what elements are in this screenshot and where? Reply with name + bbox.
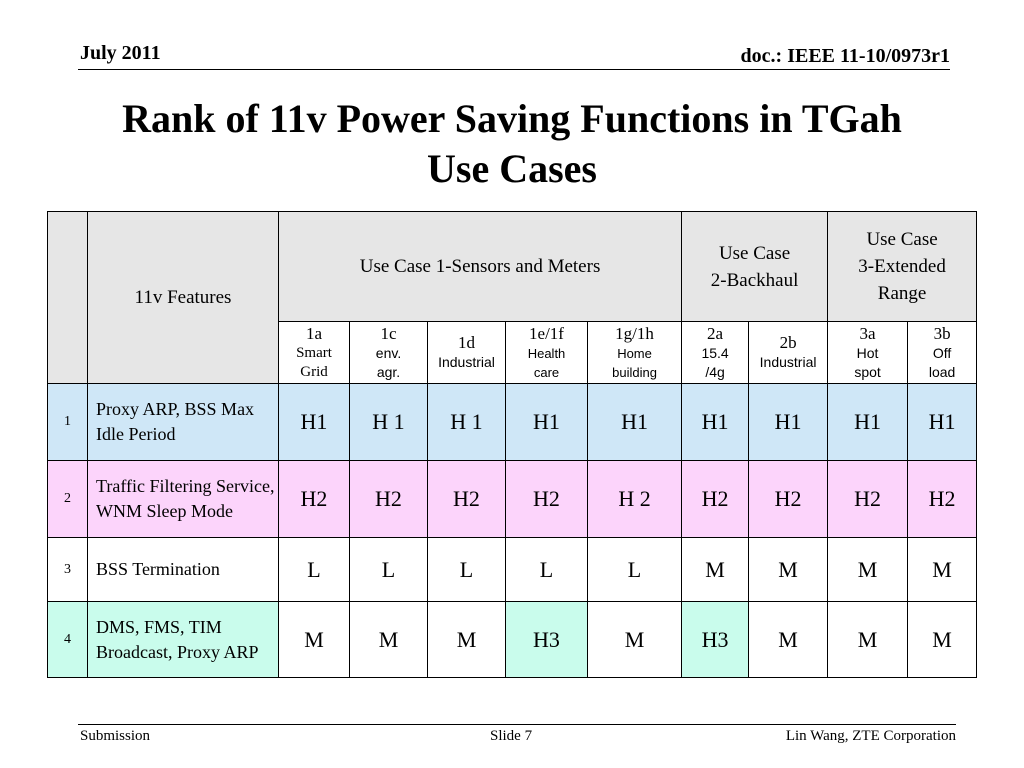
rank-cell: M [427,601,506,678]
subheader-1d: 1d Industrial [427,321,506,384]
subheader-1g-1h: 1g/1h Home building [586,321,683,384]
header-blank-cell [47,211,88,384]
row-number: 1 [47,383,88,461]
rank-cell: H 2 [586,460,683,538]
rank-cell: M [748,537,829,602]
header-doc-id: doc.: IEEE 11-10/0973r1 [740,45,950,67]
rank-cell: H1 [681,383,750,461]
rank-cell: H1 [748,383,829,461]
rank-cell: L [505,537,588,602]
rank-table: 11v Features Use Case 1-Sensors and Mete… [47,211,978,678]
rank-cell: H2 [349,460,428,538]
row-number: 4 [47,601,88,678]
table-row: 2 Traffic Filtering Service, WNM Sleep M… [47,460,978,538]
rank-cell: H2 [427,460,506,538]
rank-cell: H1 [278,383,350,461]
rank-cell: L [278,537,350,602]
rank-cell: L [349,537,428,602]
rank-cell: M [907,601,978,678]
rank-cell: H2 [505,460,588,538]
rank-cell: H2 [278,460,350,538]
rank-cell: M [349,601,428,678]
subheader-3b: 3b Off load [907,321,978,384]
title-line-1: Rank of 11v Power Saving Functions in TG… [122,96,902,141]
subheader-1a: 1a Smart Grid [278,321,350,384]
rank-cell: H1 [827,383,909,461]
rank-cell: H 1 [349,383,428,461]
footer-author: Lin Wang, ZTE Corporation [785,728,956,744]
rank-cell: M [827,601,909,678]
rank-cell: M [748,601,829,678]
rank-cell: L [427,537,506,602]
rank-cell: M [278,601,350,678]
subheader-1c: 1c env. agr. [349,321,428,384]
features-header: 11v Features [87,211,279,384]
use-case-3-header: Use Case 3-Extended Range [827,211,978,322]
rank-cell: H2 [827,460,909,538]
table-row: 4 DMS, FMS, TIM Broadcast, Proxy ARP M M… [47,601,978,678]
rank-cell: H2 [907,460,978,538]
rank-cell: H1 [586,383,683,461]
footer-divider [78,724,956,725]
rank-cell: M [586,601,683,678]
header-divider [78,69,950,70]
rank-cell: M [907,537,978,602]
row-number: 2 [47,460,88,538]
row-feature: Traffic Filtering Service, WNM Sleep Mod… [87,460,279,538]
slide-title: Rank of 11v Power Saving Functions in TG… [40,94,984,194]
rank-cell: H1 [907,383,978,461]
rank-cell: M [681,537,750,602]
rank-cell: H3 [681,601,750,678]
rank-cell: H1 [505,383,588,461]
row-feature: BSS Termination [87,537,279,602]
rank-cell: H2 [681,460,750,538]
subheader-2a: 2a 15.4 /4g [681,321,750,384]
footer-submission: Submission [80,728,151,744]
rank-cell: H2 [748,460,829,538]
rank-cell: H3 [505,601,588,678]
use-case-2-header: Use Case 2-Backhaul [681,211,829,322]
row-feature: DMS, FMS, TIM Broadcast, Proxy ARP [87,601,279,678]
subheader-2b: 2b Industrial [748,321,829,384]
title-line-2: Use Cases [427,146,597,191]
rank-cell: H 1 [427,383,506,461]
use-case-1-header: Use Case 1-Sensors and Meters [277,211,683,322]
table-row: 3 BSS Termination L L L L L M M M M [47,537,978,602]
subheader-3a: 3a Hot spot [827,321,909,384]
row-feature: Proxy ARP, BSS Max Idle Period [87,383,279,461]
header-date: July 2011 [80,42,161,64]
rank-cell: M [827,537,909,602]
table-row: 1 Proxy ARP, BSS Max Idle Period H1 H 1 … [47,383,978,461]
subheader-1e-1f: 1e/1f Health care [505,321,588,384]
footer-slide-number: Slide 7 [490,728,533,744]
rank-cell: L [586,537,683,602]
row-number: 3 [47,537,88,602]
